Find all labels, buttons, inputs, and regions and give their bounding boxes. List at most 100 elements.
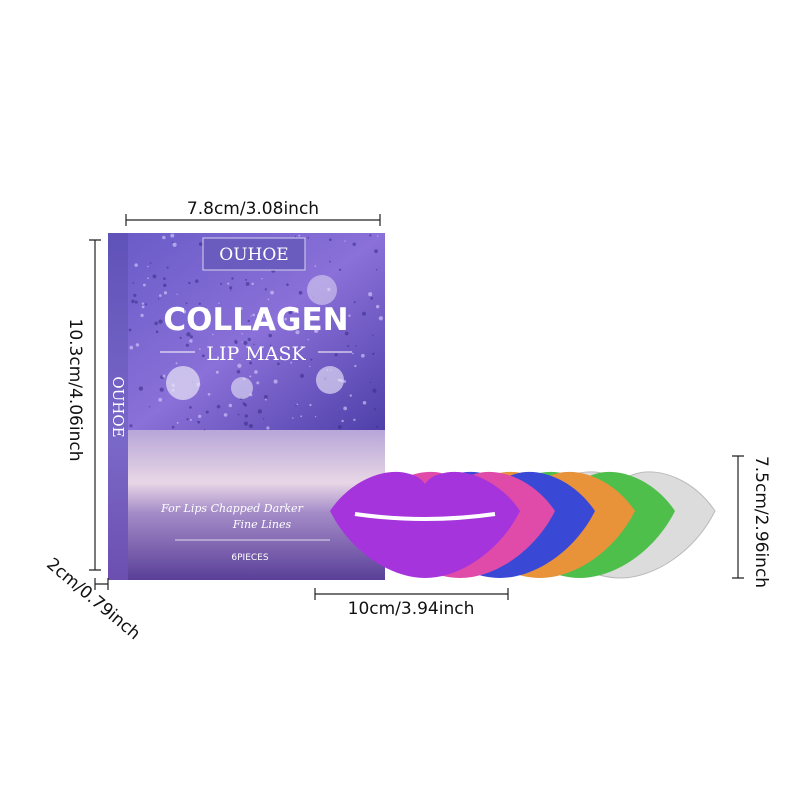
sparkle <box>207 392 211 396</box>
sparkle <box>343 406 348 411</box>
sparkle <box>192 328 194 330</box>
sparkle <box>185 302 188 305</box>
sparkle <box>166 266 169 269</box>
sparkle <box>223 413 228 417</box>
sparkle <box>255 319 260 324</box>
sparkle <box>171 425 175 429</box>
sparkle <box>147 265 149 268</box>
tagline: For Lips Chapped Darker <box>160 502 303 515</box>
bubble <box>231 377 253 399</box>
sparkle <box>334 353 338 357</box>
sparkle <box>176 293 178 295</box>
sparkle <box>337 425 342 429</box>
sparkle <box>212 333 214 336</box>
sparkle <box>329 260 331 263</box>
sparkle <box>182 310 187 314</box>
sparkle <box>355 345 357 347</box>
sparkle <box>268 333 273 338</box>
sparkle <box>276 362 280 366</box>
sparkle <box>373 408 376 411</box>
bubble <box>166 366 200 400</box>
sparkle <box>262 316 265 318</box>
sparkle <box>261 277 263 280</box>
sparkle <box>186 332 191 337</box>
dimension-line <box>94 578 109 590</box>
sparkle <box>176 421 179 424</box>
sparkle <box>198 302 201 305</box>
sparkle <box>369 234 372 237</box>
sparkle <box>216 404 221 409</box>
sparkle <box>198 242 203 246</box>
sparkle <box>310 358 313 361</box>
sparkle <box>199 348 201 350</box>
piece-count: 6PIECES <box>231 553 268 563</box>
sparkle <box>189 406 192 409</box>
sparkle <box>134 300 138 304</box>
sparkle <box>344 331 349 336</box>
sparkle <box>354 364 357 368</box>
brand: OUHOE <box>219 245 288 265</box>
sparkle <box>198 414 202 419</box>
sparkle <box>154 321 158 326</box>
sparkle <box>229 286 233 290</box>
sparkle <box>129 424 133 428</box>
dimension-label: 7.5cm/2.96inch <box>751 456 771 588</box>
sparkle <box>185 343 189 347</box>
sparkle <box>286 283 289 286</box>
sparkle <box>253 343 255 346</box>
sparkle <box>252 313 256 317</box>
sparkle <box>288 306 291 309</box>
sparkle <box>352 242 356 246</box>
sparkle <box>216 357 219 359</box>
sparkle <box>257 409 263 414</box>
sparkle <box>338 268 342 271</box>
sparkle <box>203 429 206 431</box>
sparkle <box>353 301 356 304</box>
dimension-label: 10cm/3.94inch <box>348 599 475 619</box>
box-side <box>108 233 130 580</box>
sparkle <box>163 283 167 288</box>
sparkle <box>158 319 163 324</box>
lip-slit <box>354 512 496 521</box>
sparkle <box>188 281 191 285</box>
sparkle <box>362 311 366 316</box>
sparkle <box>352 352 354 355</box>
lip-masks <box>330 471 716 579</box>
sparkle <box>245 278 248 281</box>
sparkle <box>284 317 287 321</box>
sparkle <box>254 370 258 374</box>
sparkle <box>290 361 293 364</box>
sparkle <box>142 283 146 287</box>
sparkle <box>309 403 312 407</box>
sparkle <box>299 373 305 378</box>
sparkle <box>372 334 374 336</box>
sparkle <box>163 277 166 280</box>
sparkle <box>269 344 272 347</box>
sparkle <box>349 394 352 397</box>
sparkle <box>236 369 241 374</box>
sparkle <box>155 330 159 334</box>
sparkle <box>309 365 311 368</box>
dimension-label: 7.8cm/3.08inch <box>187 199 319 219</box>
sparkle <box>128 328 132 332</box>
sparkle <box>293 309 297 314</box>
sparkle <box>204 308 209 313</box>
sparkle <box>307 338 309 341</box>
sparkle <box>193 326 195 329</box>
sparkle <box>250 315 252 317</box>
sparkle <box>248 423 253 429</box>
sparkle <box>215 370 219 374</box>
sparkle <box>131 299 135 304</box>
sparkle <box>244 414 248 418</box>
sparkle <box>267 298 270 301</box>
sparkle <box>280 311 285 316</box>
sparkle <box>328 238 332 242</box>
sparkle <box>132 282 135 284</box>
sparkle <box>249 361 253 365</box>
sparkle <box>273 379 278 384</box>
sparkle <box>157 298 160 300</box>
box-title: COLLAGEN <box>163 302 348 338</box>
sparkle <box>218 302 220 304</box>
sparkle <box>163 291 168 295</box>
